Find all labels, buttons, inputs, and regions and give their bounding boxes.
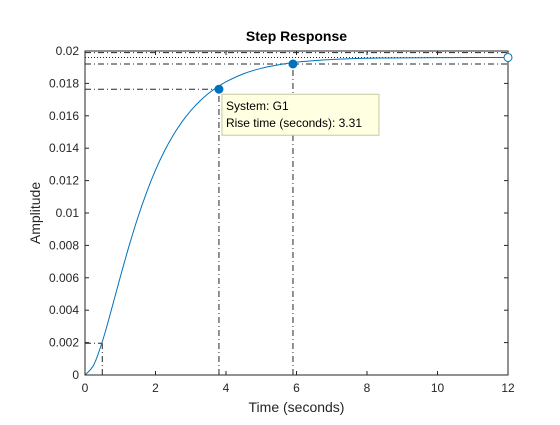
y-tick-label: 0.008 — [49, 238, 79, 252]
y-tick-label: 0.004 — [49, 303, 79, 317]
x-tick-label: 4 — [223, 381, 230, 395]
x-axis-ticks: 0 2 4 6 8 10 12 — [82, 51, 515, 395]
y-tick-label: 0.016 — [49, 109, 79, 123]
y-axis-ticks: 0 0.002 0.004 0.006 0.008 0.01 0.012 0.014 0.016… — [49, 44, 508, 382]
y-tick-label: 0.012 — [49, 174, 79, 188]
y-tick-label: 0.014 — [49, 141, 79, 155]
data-tip-system: System: G1 — [226, 99, 289, 113]
rise-time-marker[interactable] — [214, 84, 224, 94]
data-tip-rise-time: Rise time (seconds): 3.31 — [226, 116, 362, 130]
data-tip-box — [221, 93, 380, 136]
x-axis-label: Time (seconds) — [249, 399, 345, 415]
x-tick-label: 10 — [431, 381, 445, 395]
x-tick-label: 6 — [293, 381, 300, 395]
y-axis-label: Amplitude — [27, 182, 43, 244]
steady-state-marker[interactable] — [503, 52, 513, 62]
x-tick-label: 2 — [152, 381, 159, 395]
settling-time-marker[interactable] — [288, 59, 298, 69]
y-tick-label: 0.02 — [56, 44, 80, 58]
y-tick-label: 0 — [72, 368, 79, 382]
x-tick-label: 0 — [82, 381, 89, 395]
characteristic-markers — [214, 52, 513, 94]
data-tip: System: G1 Rise time (seconds): 3.31 — [221, 93, 380, 136]
response-curve[interactable] — [84, 56, 509, 376]
chart-title: Step Response — [246, 28, 347, 44]
y-tick-label: 0.006 — [49, 271, 79, 285]
y-tick-label: 0.018 — [49, 76, 79, 90]
y-tick-label: 0.01 — [56, 206, 80, 220]
x-tick-label: 8 — [364, 381, 371, 395]
x-tick-label: 12 — [501, 381, 515, 395]
y-tick-label: 0.002 — [49, 336, 79, 350]
